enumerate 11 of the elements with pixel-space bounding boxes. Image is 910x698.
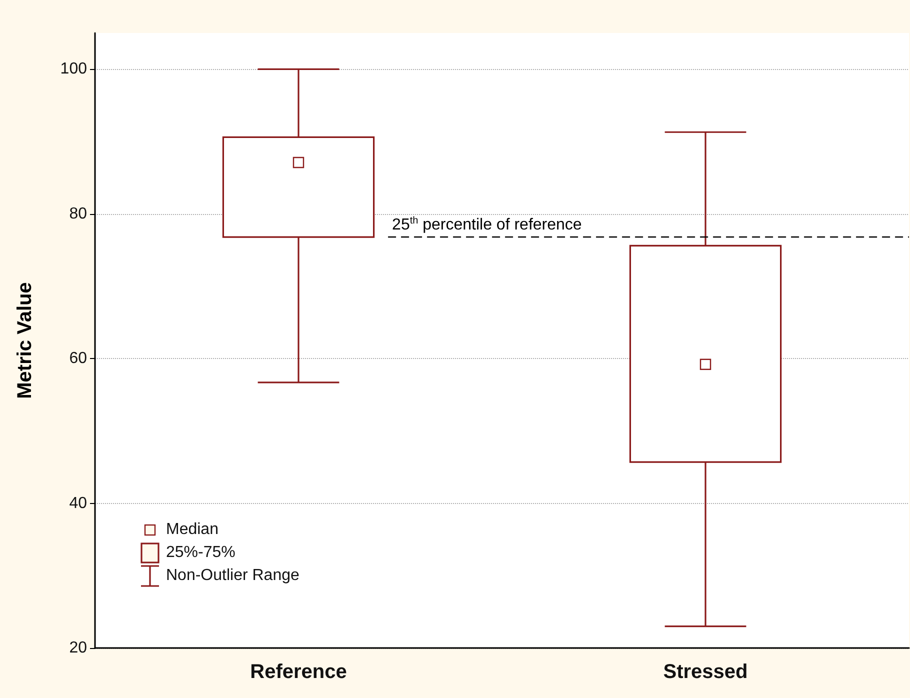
y-tick-label: 40 xyxy=(69,494,88,512)
y-tick-label: 80 xyxy=(69,205,88,222)
x-tick-label: Stressed xyxy=(663,661,748,683)
x-tick-label: Reference xyxy=(250,661,347,683)
annotation: Non-Outlier Range xyxy=(166,566,300,586)
y-tick-label: 60 xyxy=(69,350,88,368)
y-tick-label: 100 xyxy=(60,60,88,78)
annotation: 25%-75% xyxy=(166,543,236,563)
y-tick-label: 20 xyxy=(69,640,88,656)
annotation: Median xyxy=(166,520,218,540)
y-axis-title: Metric Value xyxy=(14,282,36,399)
